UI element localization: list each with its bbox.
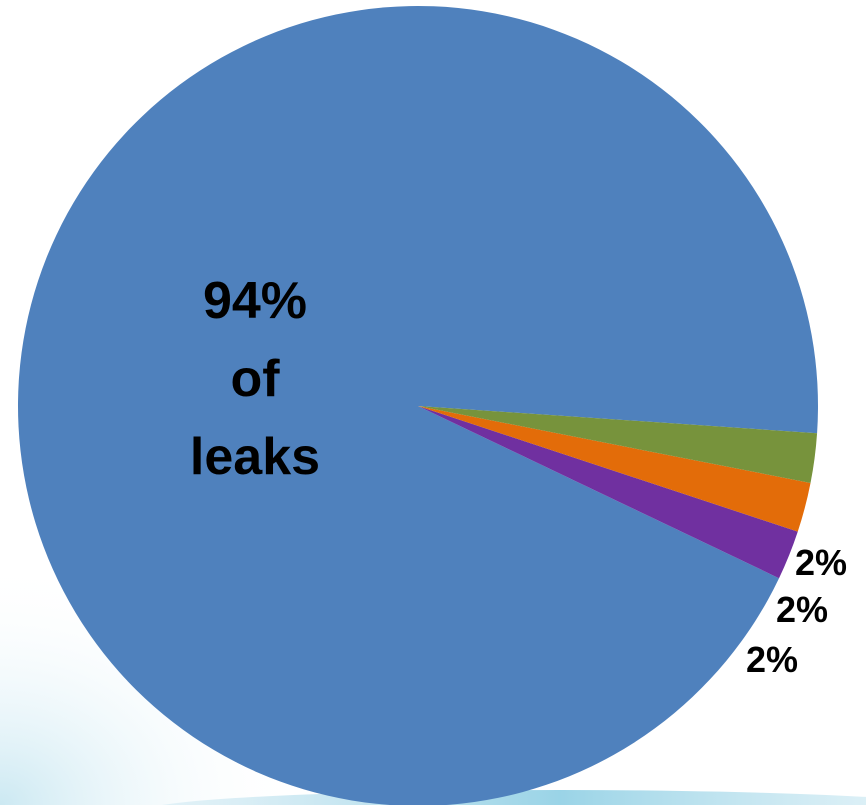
- slice-label-main-line-2: of: [230, 350, 280, 408]
- slice-label-orange: 2%: [776, 589, 829, 630]
- slice-label-main-line-3: leaks: [189, 428, 321, 486]
- slice-label-main: 94% of leaks: [155, 262, 355, 496]
- slice-label-main-line-1: 94%: [202, 272, 308, 330]
- pie-slice-orange: [418, 406, 811, 532]
- pie-slice-purple: [418, 406, 798, 579]
- pie-slice-main: [18, 6, 818, 805]
- slice-label-green: 2%: [795, 542, 848, 583]
- pie-slice-green: [418, 406, 818, 484]
- slice-label-purple: 2%: [746, 639, 799, 680]
